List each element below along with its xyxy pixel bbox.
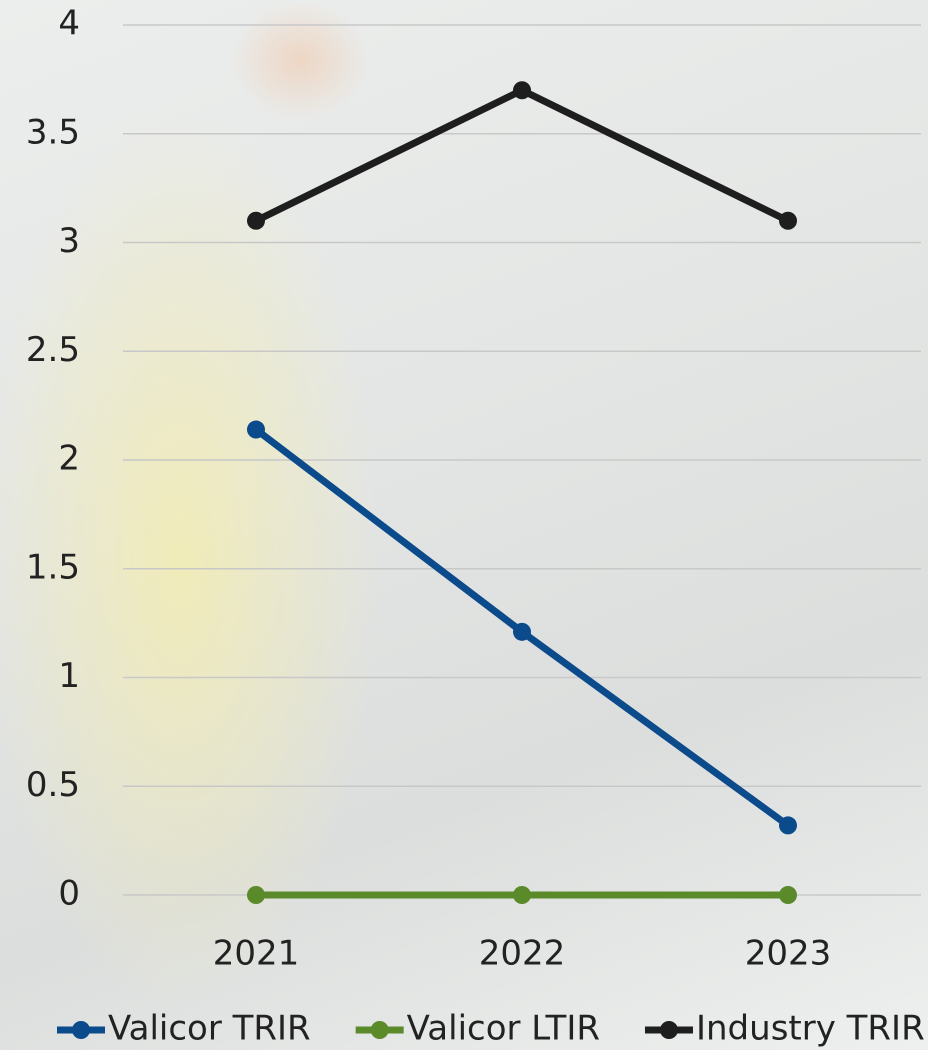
y-tick-label: 4 bbox=[58, 4, 80, 44]
point bbox=[247, 421, 265, 439]
legend-marker bbox=[660, 1021, 678, 1039]
x-tick-label: 2023 bbox=[745, 934, 832, 974]
y-tick-label: 1.5 bbox=[26, 547, 80, 587]
x-tick-label: 2021 bbox=[213, 934, 300, 974]
point bbox=[779, 212, 797, 230]
y-tick-label: 3.5 bbox=[26, 112, 80, 152]
legend-label: Valicor LTIR bbox=[407, 1009, 600, 1049]
y-tick-label: 2 bbox=[58, 439, 80, 479]
point bbox=[247, 886, 265, 904]
point bbox=[513, 886, 531, 904]
y-tick-label: 3 bbox=[58, 221, 80, 261]
legend-label: Industry TRIR bbox=[696, 1009, 925, 1049]
legend-marker bbox=[371, 1021, 389, 1039]
point bbox=[779, 886, 797, 904]
point bbox=[779, 816, 797, 834]
point bbox=[513, 81, 531, 99]
y-tick-label: 0 bbox=[58, 874, 80, 914]
x-tick-label: 2022 bbox=[479, 934, 566, 974]
legend-label: Valicor TRIR bbox=[108, 1009, 311, 1049]
point bbox=[247, 212, 265, 230]
page: 0 0.5 1 1.5 2 2.5 3 3.5 4 2021 2022 2023 Valicor TRI… bbox=[0, 0, 928, 1050]
y-tick-label: 2.5 bbox=[26, 330, 80, 370]
series-line bbox=[256, 90, 788, 221]
point bbox=[513, 623, 531, 641]
chart: 0 0.5 1 1.5 2 2.5 3 3.5 4 2021 2022 2023 Valicor TRI… bbox=[0, 0, 928, 1050]
y-tick-label: 0.5 bbox=[26, 765, 80, 805]
legend-marker bbox=[72, 1021, 90, 1039]
y-tick-label: 1 bbox=[58, 656, 80, 696]
